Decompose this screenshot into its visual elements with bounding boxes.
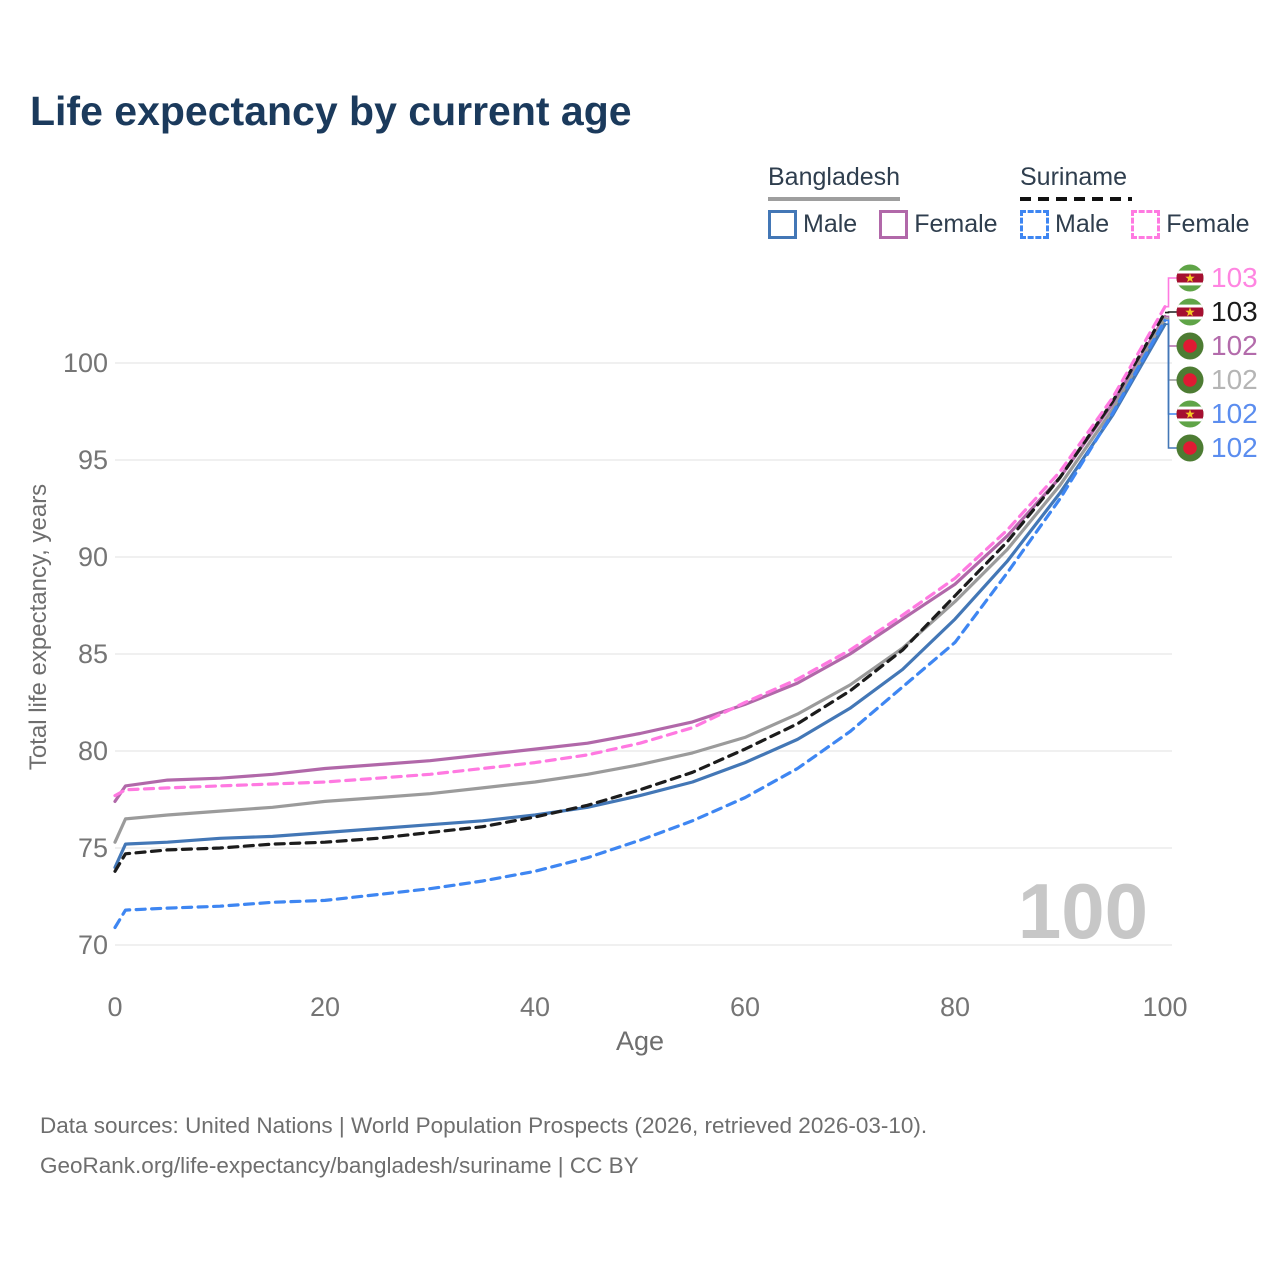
legend-country-bangladesh[interactable]: Bangladesh bbox=[768, 163, 1014, 201]
legend-item-bangladesh-female[interactable]: Female bbox=[879, 210, 998, 239]
end-label-value: 102 bbox=[1211, 398, 1258, 429]
legend-item-suriname-male[interactable]: Male bbox=[1020, 210, 1109, 239]
series-line-bangladesh-total[interactable] bbox=[113, 316, 1167, 844]
legend-group-bangladesh: Bangladesh Male Female bbox=[768, 163, 1014, 239]
legend-country-suriname-label: Suriname bbox=[1020, 163, 1127, 191]
end-label-bangladesh-male: 102 bbox=[1176, 431, 1258, 465]
suriname-female-swatch-icon bbox=[1131, 210, 1161, 239]
end-label-bangladesh-female: 102 bbox=[1176, 329, 1258, 363]
legend-country-suriname[interactable]: Suriname bbox=[1020, 163, 1266, 201]
y-tick-label-80: 80 bbox=[78, 736, 108, 766]
y-tick-label-70: 70 bbox=[78, 930, 108, 960]
x-tick-label-100: 100 bbox=[1142, 992, 1187, 1022]
series-line-suriname-male[interactable] bbox=[113, 318, 1167, 930]
legend-item-bangladesh-male[interactable]: Male bbox=[768, 210, 857, 239]
end-label-value: 103 bbox=[1211, 296, 1258, 327]
end-label-value: 102 bbox=[1211, 432, 1258, 463]
x-tick-label-20: 20 bbox=[310, 992, 340, 1022]
bangladesh-flag-icon bbox=[1176, 366, 1204, 394]
age-watermark: 100 bbox=[1017, 867, 1148, 955]
end-label-bangladesh-total: 102 bbox=[1176, 363, 1258, 397]
y-tick-label-75: 75 bbox=[78, 833, 108, 863]
end-label-value: 103 bbox=[1211, 262, 1258, 293]
legend-group-suriname: Suriname Male Female bbox=[1020, 163, 1266, 239]
bangladesh-flag-icon bbox=[1176, 332, 1204, 360]
footer-attribution-link[interactable]: GeoRank.org/life-expectancy/bangladesh/s… bbox=[40, 1153, 639, 1178]
legend-item-bangladesh-female-label: Female bbox=[914, 210, 998, 238]
bangladesh-male-swatch-icon bbox=[768, 210, 797, 239]
bangladesh-flag-icon bbox=[1176, 434, 1204, 462]
end-labels-column: 103 103 102 102 102 102 bbox=[1176, 261, 1258, 465]
series-line-bangladesh-female[interactable] bbox=[113, 314, 1167, 803]
footer: Data sources: United Nations | World Pop… bbox=[40, 1106, 927, 1186]
series-line-suriname-total[interactable] bbox=[113, 311, 1167, 873]
leader-line-suriname-female bbox=[1165, 277, 1178, 308]
y-axis-title: Total life expectancy, years bbox=[25, 484, 52, 770]
footer-data-sources: Data sources: United Nations | World Pop… bbox=[40, 1113, 928, 1138]
end-label-suriname-male: 102 bbox=[1176, 397, 1258, 431]
bangladesh-line-style-sample bbox=[768, 197, 900, 201]
x-tick-label-80: 80 bbox=[940, 992, 970, 1022]
end-label-value: 102 bbox=[1211, 330, 1258, 361]
suriname-flag-icon bbox=[1176, 298, 1204, 326]
y-tick-label-85: 85 bbox=[78, 639, 108, 669]
x-tick-label-0: 0 bbox=[107, 992, 122, 1022]
leader-line-bangladesh-male bbox=[1165, 323, 1178, 449]
suriname-flag-icon bbox=[1176, 264, 1204, 292]
suriname-male-swatch-icon bbox=[1020, 210, 1049, 239]
legend-item-suriname-female-label: Female bbox=[1166, 210, 1250, 238]
line-chart: 70 75 80 85 90 95 100 0 20 40 60 80 100 Age Total life… bbox=[25, 277, 1188, 1056]
x-axis-title: Age bbox=[616, 1026, 664, 1056]
series-line-bangladesh-male[interactable] bbox=[113, 322, 1167, 869]
series-line-suriname-female[interactable] bbox=[113, 305, 1167, 798]
legend-item-bangladesh-male-label: Male bbox=[803, 210, 858, 238]
y-tick-label-100: 100 bbox=[63, 348, 108, 378]
legend-country-bangladesh-label: Bangladesh bbox=[768, 163, 901, 191]
bangladesh-female-swatch-icon bbox=[879, 210, 909, 239]
y-tick-label-90: 90 bbox=[78, 542, 108, 572]
legend-item-suriname-male-label: Male bbox=[1055, 210, 1110, 238]
x-tick-label-40: 40 bbox=[520, 992, 550, 1022]
suriname-flag-icon bbox=[1176, 400, 1204, 428]
y-tick-label-95: 95 bbox=[78, 445, 108, 475]
x-tick-label-60: 60 bbox=[730, 992, 760, 1022]
end-label-suriname-female: 103 bbox=[1176, 261, 1258, 295]
chart-title: Life expectancy by current age bbox=[30, 88, 632, 134]
legend-item-suriname-female[interactable]: Female bbox=[1131, 210, 1250, 239]
leader-line-suriname-total bbox=[1165, 311, 1178, 314]
end-label-value: 102 bbox=[1211, 364, 1258, 395]
end-label-suriname-total: 103 bbox=[1176, 295, 1258, 329]
suriname-line-style-sample bbox=[1020, 197, 1132, 201]
